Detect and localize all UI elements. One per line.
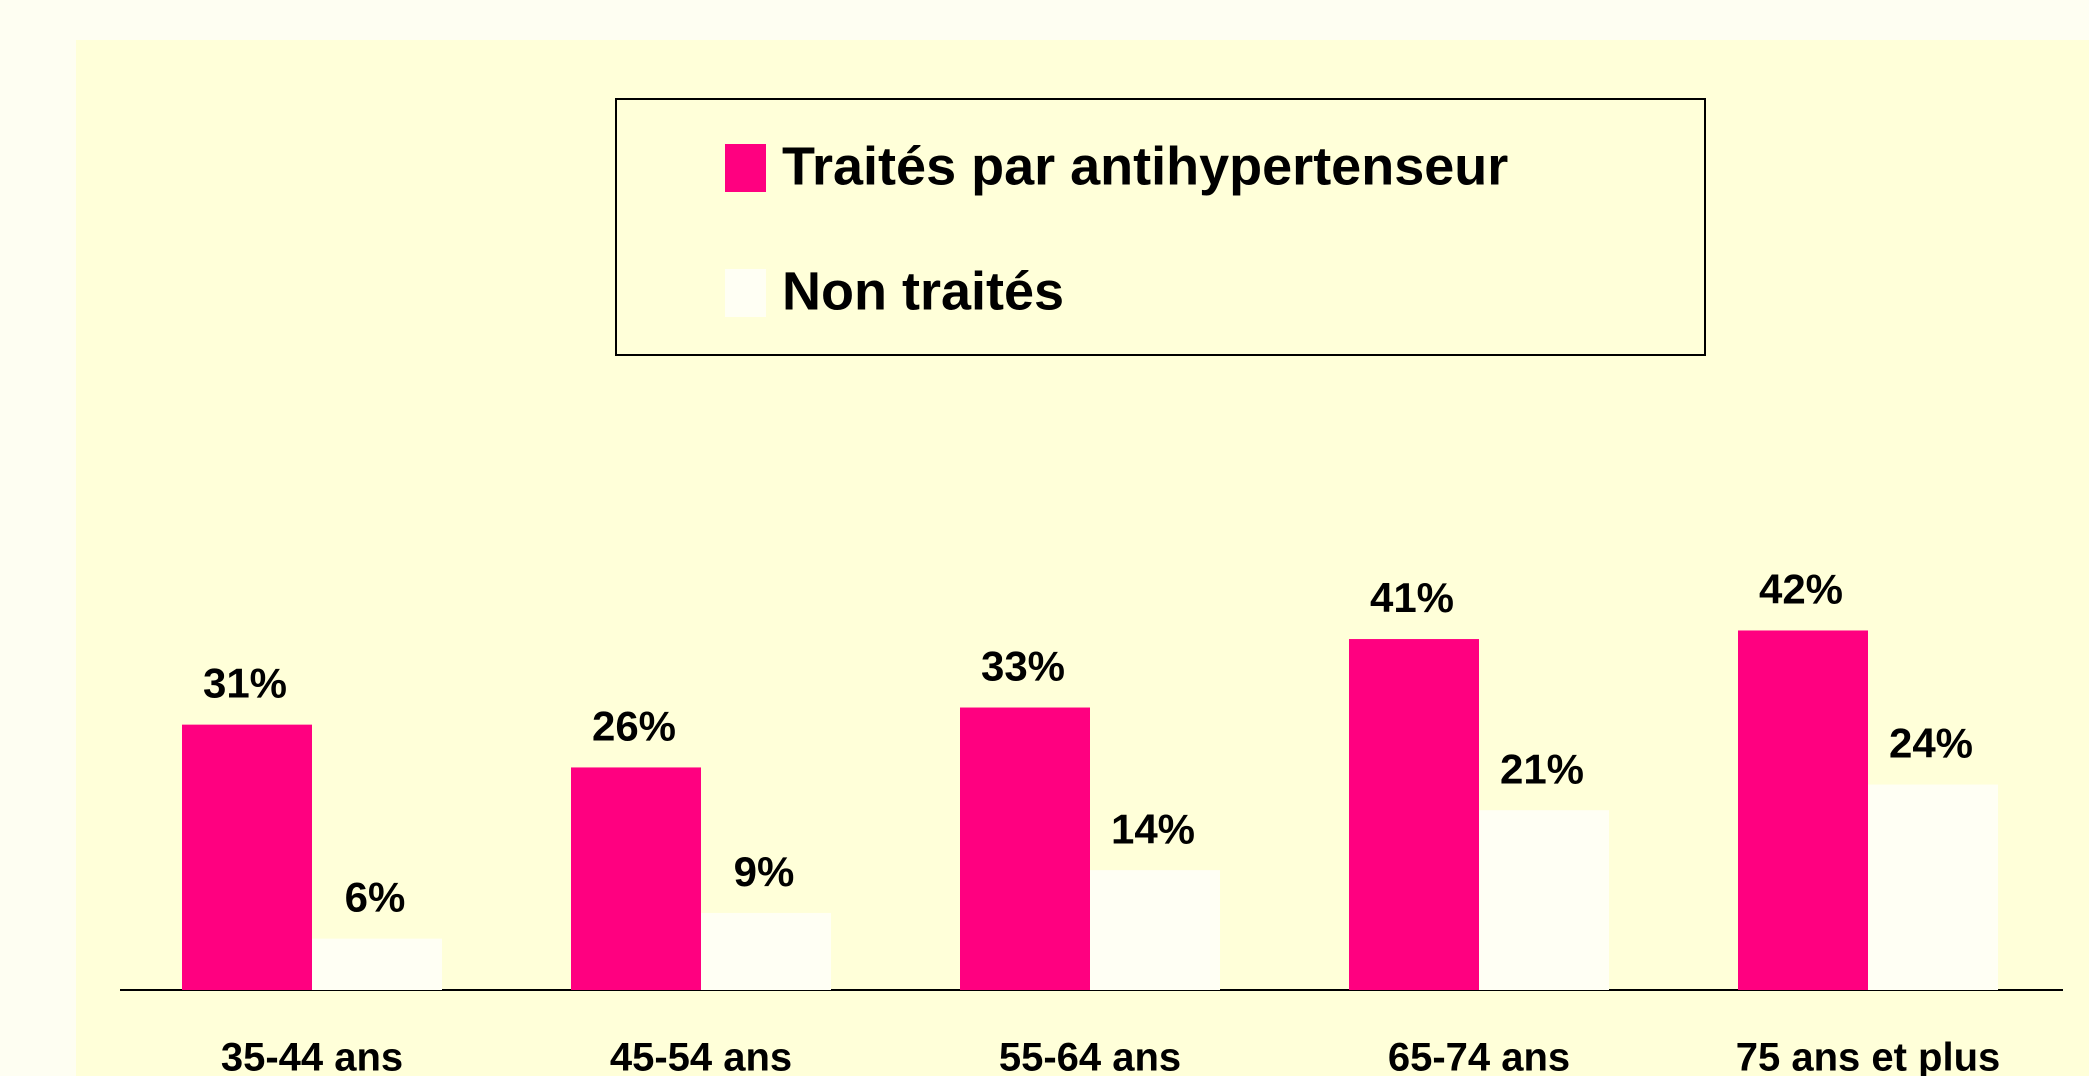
x-tick-label: 55-64 ans bbox=[999, 1036, 1181, 1076]
data-label: 21% bbox=[1500, 745, 1584, 792]
legend-swatch bbox=[725, 144, 766, 192]
bar bbox=[182, 724, 312, 990]
legend-swatch bbox=[725, 269, 766, 317]
x-tick-label: 65-74 ans bbox=[1388, 1036, 1570, 1076]
bar bbox=[571, 767, 701, 990]
data-label: 31% bbox=[203, 660, 287, 707]
bar bbox=[1479, 810, 1609, 990]
data-label: 41% bbox=[1370, 574, 1454, 621]
bar bbox=[960, 707, 1090, 990]
bar bbox=[1090, 870, 1220, 990]
data-label: 14% bbox=[1111, 805, 1195, 852]
bar bbox=[1738, 630, 1868, 990]
x-tick-label: 35-44 ans bbox=[221, 1036, 403, 1076]
data-label: 6% bbox=[345, 874, 406, 921]
legend-label: Non traités bbox=[782, 261, 1064, 321]
data-label: 26% bbox=[592, 703, 676, 750]
bar bbox=[312, 938, 442, 990]
bar bbox=[1868, 784, 1998, 990]
bar bbox=[701, 912, 831, 990]
x-tick-label: 45-54 ans bbox=[610, 1036, 792, 1076]
x-tick-label: 75 ans et plus bbox=[1736, 1036, 2001, 1076]
data-label: 42% bbox=[1759, 566, 1843, 613]
data-label: 33% bbox=[981, 643, 1065, 690]
data-label: 24% bbox=[1889, 720, 1973, 767]
bar bbox=[1349, 639, 1479, 990]
legend-label: Traités par antihypertenseur bbox=[782, 136, 1508, 196]
data-label: 9% bbox=[734, 848, 795, 895]
legend-box bbox=[615, 98, 1706, 356]
